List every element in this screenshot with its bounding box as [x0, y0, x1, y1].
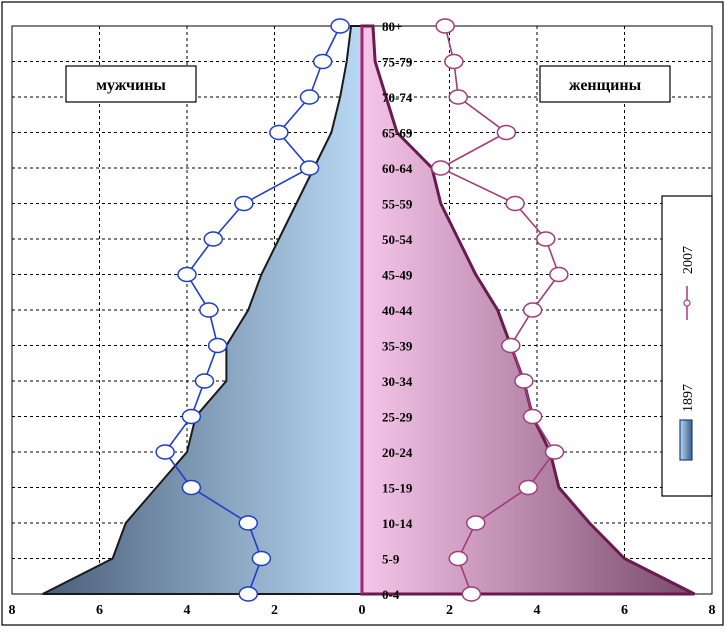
male-label: мужчины [96, 77, 166, 94]
female-2007-point [466, 515, 486, 531]
age-group-label: 50-54 [382, 232, 413, 247]
age-group-label: 70-74 [382, 90, 413, 105]
female-2007-point [518, 479, 538, 496]
male-2007-point [312, 53, 333, 70]
male-1897-area [42, 25, 363, 595]
female-2007-point [544, 444, 565, 460]
male-2007-point [181, 479, 202, 496]
x-tick-label: 2 [446, 603, 453, 618]
age-group-label: 45-49 [382, 268, 413, 283]
female-2007-point [514, 373, 534, 389]
female-2007-point [501, 337, 521, 354]
x-tick-label: 2 [271, 603, 278, 618]
male-2007-point [299, 160, 320, 176]
male-2007-point [181, 408, 202, 425]
male-2007-point [251, 550, 272, 567]
age-group-label: 5-9 [382, 552, 400, 567]
area-layer [42, 24, 696, 596]
x-tick-label: 8 [9, 603, 16, 618]
age-group-label: 20-24 [382, 445, 413, 460]
female-2007-point [448, 550, 468, 567]
age-group-label: 80+ [382, 19, 402, 34]
x-tick-label: 8 [709, 603, 716, 618]
male-2007-point [238, 586, 258, 602]
legend-label-1897: 1897 [681, 384, 696, 412]
age-group-label: 55-59 [382, 197, 413, 212]
legend-entry-2007: 2007 [681, 246, 696, 320]
female-2007-point [522, 408, 543, 425]
age-group-label: 15-19 [382, 481, 413, 496]
female-label-box: женщины [539, 65, 671, 103]
male-2007-point [299, 89, 320, 105]
age-group-label: 75-79 [382, 55, 413, 70]
female-2007-point [444, 53, 464, 70]
x-tick-label: 6 [621, 603, 628, 618]
male-2007-point [330, 18, 350, 34]
x-tick-label: 0 [359, 603, 366, 618]
female-2007-point [496, 124, 517, 141]
x-tick-label: 6 [96, 603, 103, 618]
male-2007-point [234, 195, 254, 212]
female-2007-point [448, 89, 468, 105]
male-label-box: мужчины [65, 65, 197, 103]
female-2007-point [536, 231, 556, 247]
age-group-label: 60-64 [382, 161, 413, 176]
age-labels: 0-4 5-9 10-14 15-19 20-24 25-29 30-34 35-39 40-4… [382, 19, 413, 602]
female-label: женщины [569, 77, 642, 94]
age-group-label: 40-44 [382, 303, 413, 318]
legend-entry-1897: 1897 [679, 384, 696, 461]
age-group-label: 65-69 [382, 126, 413, 141]
female-2007-point [549, 266, 569, 283]
age-group-label: 0-4 [382, 587, 400, 602]
female-2007-point [505, 195, 525, 212]
female-2007-point [461, 586, 482, 602]
female-2007-point [431, 160, 451, 176]
age-group-label: 35-39 [382, 339, 413, 354]
male-2007-point [207, 337, 228, 354]
male-2007-point [177, 266, 197, 283]
male-2007-point [194, 373, 215, 389]
male-2007-point [199, 302, 219, 318]
age-group-label: 25-29 [382, 410, 413, 425]
male-2007-point [155, 444, 175, 460]
female-1897-area [360, 24, 696, 596]
male-2007-point [269, 124, 289, 141]
x-axis-ticks: 8 6 4 2 0 2 4 6 8 [9, 603, 716, 618]
female-2007-point [435, 18, 455, 34]
legend-label-2007: 2007 [681, 246, 696, 274]
age-group-label: 10-14 [382, 516, 413, 531]
x-tick-label: 4 [184, 603, 191, 618]
male-2007-point [238, 515, 258, 531]
age-group-label: 30-34 [382, 374, 413, 389]
legend: 2007 1897 [661, 195, 713, 497]
x-tick-label: 4 [534, 603, 541, 618]
female-2007-point [522, 302, 543, 318]
male-2007-point [203, 231, 223, 247]
line-layer [155, 18, 569, 602]
